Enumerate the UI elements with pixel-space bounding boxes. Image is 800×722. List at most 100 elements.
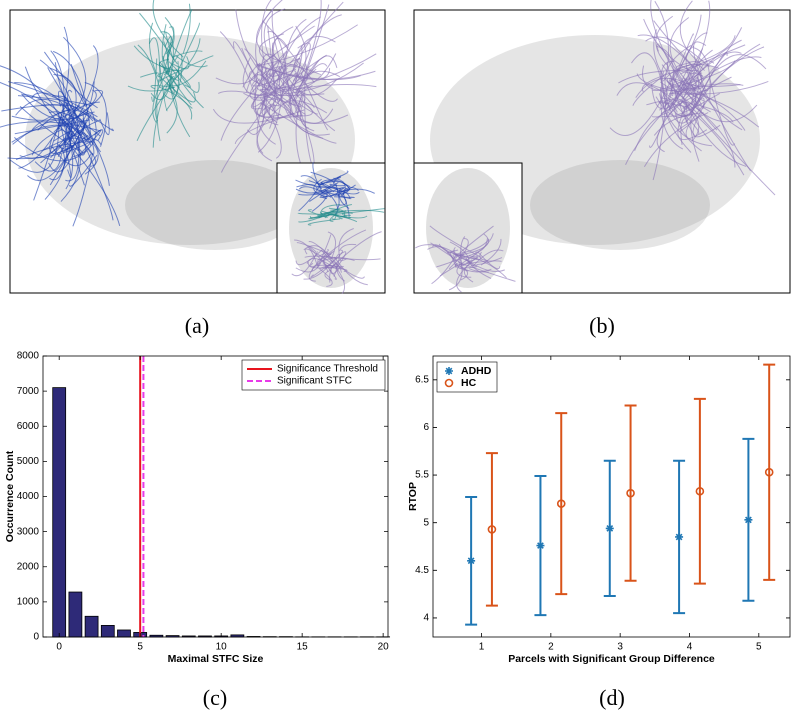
y-tick-label: 6.5 [415, 374, 429, 385]
fiber [73, 108, 97, 158]
fiber [34, 153, 62, 172]
fiber [279, 62, 364, 95]
axes-frame [432, 355, 791, 638]
panel-a [0, 0, 386, 294]
fiber [333, 256, 368, 286]
x-tick-label: 15 [297, 642, 309, 653]
y-tick-label: 0 [33, 632, 39, 643]
fiber [653, 112, 702, 136]
fiber [140, 72, 160, 78]
plot-area [433, 356, 790, 637]
panel-label: (a) [185, 313, 209, 338]
fiber [39, 59, 80, 127]
brain [426, 168, 510, 288]
fiber [286, 75, 337, 96]
fiber [676, 33, 694, 73]
fiber [256, 8, 295, 66]
fiber [662, 99, 678, 113]
marker [444, 378, 454, 388]
fiber [139, 12, 178, 65]
fiber [318, 249, 329, 257]
fiber [291, 251, 318, 277]
fiber [660, 76, 732, 115]
bar [117, 629, 131, 638]
fibers [415, 225, 516, 293]
fiber [163, 41, 170, 76]
fiber [171, 50, 203, 58]
fiber [31, 92, 98, 118]
marker [605, 524, 614, 533]
fiber [336, 215, 343, 220]
error-bar [555, 412, 568, 596]
fiber [148, 37, 161, 81]
fiber [65, 123, 80, 182]
fiber [698, 93, 760, 128]
x-tick-label: 10 [216, 642, 228, 653]
fiber [668, 71, 702, 90]
fiber [299, 98, 315, 132]
y-tick-label: 8000 [17, 351, 40, 362]
fiber [258, 33, 284, 63]
fiber [327, 213, 368, 219]
fiber [246, 94, 268, 135]
fiber [152, 0, 184, 58]
fiber [696, 77, 751, 172]
y-tick-label: 4 [423, 613, 429, 624]
fiber [259, 50, 288, 82]
x-tick-label: 1 [479, 642, 485, 653]
legend-label: Significant STFC [277, 376, 352, 387]
fiber [430, 242, 465, 266]
fiber [256, 87, 297, 118]
fiber [308, 241, 338, 265]
fiber [148, 22, 158, 75]
fiber [686, 82, 741, 88]
fiber [322, 182, 350, 193]
fiber [260, 53, 377, 96]
fiber [339, 258, 347, 262]
fiber [685, 35, 736, 67]
fiber [51, 145, 92, 166]
fiber [679, 0, 703, 66]
fiber [309, 210, 334, 219]
x-axis-label: Maximal STFC Size [168, 653, 264, 665]
fiber [156, 79, 161, 142]
x-tick-label: 5 [137, 642, 143, 653]
fiber [679, 98, 700, 142]
fiber [262, 104, 280, 126]
fiber [289, 94, 330, 136]
fiber [158, 86, 193, 120]
fiber [674, 64, 705, 102]
error-bar [485, 452, 498, 607]
fiber [685, 106, 745, 176]
fiber [158, 62, 168, 112]
fiber [252, 74, 291, 87]
fiber [312, 162, 324, 194]
fiber [329, 183, 338, 190]
x-tick-label: 20 [378, 642, 390, 653]
legend-label: HC [461, 377, 477, 389]
fiber [331, 260, 365, 279]
fiber [57, 26, 70, 130]
y-axis-label: Occurrence Count [4, 450, 16, 542]
fiber [341, 181, 351, 188]
y-tick-label: 5.5 [415, 470, 429, 481]
plot-area [43, 356, 388, 637]
y-tick-label: 5 [423, 517, 429, 528]
fiber [480, 238, 502, 266]
marker [445, 367, 453, 375]
fiber [158, 75, 196, 103]
fiber [708, 75, 736, 146]
fiber [459, 225, 494, 254]
fiber [673, 106, 702, 152]
y-tick-label: 1000 [17, 597, 40, 608]
fiber [631, 52, 667, 106]
fiber [8, 81, 98, 122]
fiber [642, 65, 689, 92]
fiber [0, 81, 89, 142]
fiber [169, 66, 204, 109]
fiber [691, 103, 758, 123]
fiber [252, 67, 282, 118]
fiber [292, 54, 327, 82]
fiber [63, 102, 95, 155]
